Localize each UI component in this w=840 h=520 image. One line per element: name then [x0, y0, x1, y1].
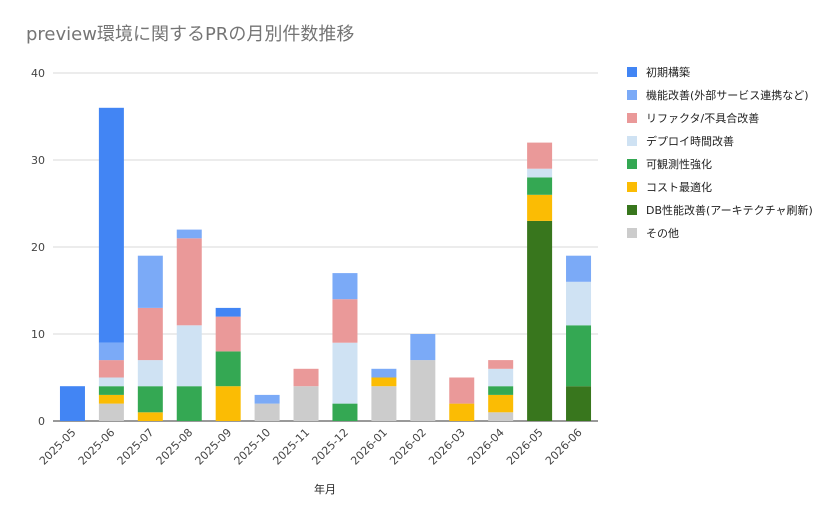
bar-segment [137, 255, 163, 308]
x-tick-label: 2025-06 [76, 426, 118, 468]
bar-segment [332, 403, 358, 421]
x-tick-label: 2025-11 [270, 426, 312, 468]
y-tick-label: 10 [31, 328, 45, 341]
bar-segment [137, 412, 163, 421]
bar-segment [176, 325, 202, 387]
bar-segment [371, 386, 397, 421]
bar-segment [254, 394, 280, 404]
y-tick-label: 40 [31, 67, 45, 80]
legend-swatch [627, 113, 637, 123]
legend-swatch [627, 182, 637, 192]
legend-label: デプロイ時間改善 [646, 134, 734, 148]
bar-segment [488, 412, 514, 421]
bar-segment [98, 360, 124, 378]
bar-segment [371, 377, 397, 387]
bar-segment [566, 255, 592, 282]
x-tick-label: 2025-08 [154, 426, 196, 468]
bar-segment [293, 368, 319, 387]
x-tick-label: 2026-02 [387, 426, 429, 468]
y-tick-label: 20 [31, 241, 45, 254]
x-tick-label: 2026-01 [348, 426, 390, 468]
x-tick-label: 2025-07 [115, 426, 157, 468]
bar-segment [176, 229, 202, 239]
chart-title: preview環境に関するPRの月別件数推移 [26, 24, 355, 45]
bar-segment [566, 325, 592, 387]
bar-segment [410, 360, 436, 421]
bar-segment [488, 368, 514, 387]
bar-segment [332, 273, 358, 300]
bar-segment [215, 316, 241, 352]
legend-swatch [627, 228, 637, 238]
bar-segment [254, 403, 280, 421]
bar-segment [527, 177, 553, 195]
legend-swatch [627, 205, 637, 215]
legend-swatch [627, 90, 637, 100]
y-axis-ticks: 0 10 20 30 40 [31, 67, 45, 428]
gridlines [53, 72, 598, 422]
bar-segment [527, 220, 553, 421]
bar-segment [527, 194, 553, 221]
bar-segment [215, 307, 241, 317]
legend-label: DB性能改善(アーキテクチャ刷新) [646, 203, 813, 217]
bar-segment [449, 403, 475, 421]
bar-segment [527, 168, 553, 178]
legend-label: リファクタ/不具合改善 [646, 111, 759, 125]
bar-segment [98, 403, 124, 421]
bar-segment [488, 394, 514, 413]
bar-segment [566, 281, 592, 326]
bar-segment [98, 386, 124, 395]
bar-segment [527, 142, 553, 169]
x-tick-label: 2026-03 [426, 426, 468, 468]
bar-segment [176, 238, 202, 326]
bar-segment [488, 360, 514, 369]
bar-segment [410, 334, 436, 361]
bar-segment [137, 307, 163, 361]
bar-segment [566, 386, 592, 421]
legend-label: その他 [646, 227, 679, 240]
y-tick-label: 0 [38, 415, 45, 428]
legend-swatch [627, 136, 637, 146]
legend-swatch [627, 67, 637, 77]
legend-label: コスト最適化 [646, 180, 712, 194]
legend-label: 可観測性強化 [646, 157, 712, 171]
bar-segment [488, 386, 514, 395]
bar-segment [59, 386, 85, 421]
bar-segment [98, 377, 124, 387]
x-axis-ticks: 2025-052025-062025-072025-082025-092025-… [37, 426, 585, 468]
x-tick-label: 2025-09 [193, 426, 235, 468]
x-tick-label: 2026-05 [504, 426, 546, 468]
bar-segment [449, 377, 475, 404]
bar-segment [293, 386, 319, 421]
bar-segment [137, 386, 163, 413]
legend-label: 初期構築 [646, 65, 690, 79]
bar-segment [98, 394, 124, 404]
bar-segment [215, 351, 241, 387]
legend-swatch [627, 159, 637, 169]
x-tick-label: 2025-12 [309, 426, 351, 468]
bar-segment [332, 342, 358, 404]
bar-segment [371, 368, 397, 378]
x-tick-label: 2026-06 [543, 426, 585, 468]
bar-segment [332, 299, 358, 343]
bar-segment [137, 360, 163, 387]
bar-segment [176, 386, 202, 421]
bar-segment [98, 107, 124, 343]
x-axis-title: 年月 [314, 482, 336, 496]
y-tick-label: 30 [31, 154, 45, 167]
x-tick-label: 2026-04 [465, 426, 507, 468]
x-tick-label: 2025-10 [232, 426, 274, 468]
bar-segment [215, 386, 241, 421]
legend-label: 機能改善(外部サービス連携など) [646, 88, 809, 102]
bars [59, 107, 592, 421]
x-tick-label: 2025-05 [37, 426, 79, 468]
bar-segment [98, 342, 124, 361]
